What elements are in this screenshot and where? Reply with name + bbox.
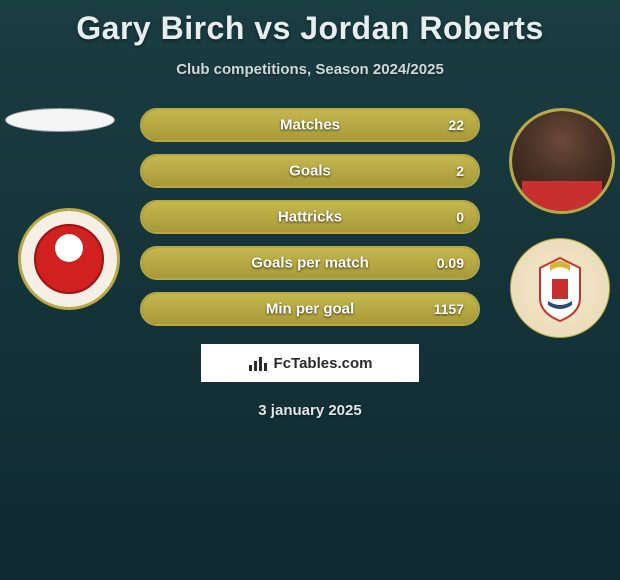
bar-label: Goals per match bbox=[251, 255, 369, 272]
bar-value-right: 1157 bbox=[434, 301, 464, 317]
crest-left-emblem bbox=[34, 224, 104, 294]
stat-bar: Hattricks 0 bbox=[140, 200, 480, 234]
player-right-photo bbox=[512, 111, 612, 211]
player-left-avatar bbox=[5, 108, 115, 132]
stat-bars: Matches 22 Goals 2 Hattricks 0 Goals per match… bbox=[140, 108, 480, 326]
stat-bar: Matches 22 bbox=[140, 108, 480, 142]
bar-value-right: 0 bbox=[456, 209, 464, 225]
bar-label: Hattricks bbox=[278, 209, 342, 226]
bars-chart-icon bbox=[248, 355, 268, 371]
bar-label: Min per goal bbox=[266, 301, 354, 318]
bar-value-right: 2 bbox=[456, 163, 464, 179]
bar-label: Matches bbox=[280, 117, 340, 134]
brand-badge: FcTables.com bbox=[201, 344, 419, 382]
subtitle: Club competitions, Season 2024/2025 bbox=[0, 61, 620, 78]
comparison-area: Matches 22 Goals 2 Hattricks 0 Goals per match… bbox=[0, 108, 620, 326]
stat-bar: Goals per match 0.09 bbox=[140, 246, 480, 280]
stat-bar: Min per goal 1157 bbox=[140, 292, 480, 326]
date-label: 3 january 2025 bbox=[0, 402, 620, 419]
stat-bar: Goals 2 bbox=[140, 154, 480, 188]
bar-label: Goals bbox=[289, 163, 331, 180]
page-title: Gary Birch vs Jordan Roberts bbox=[0, 0, 620, 47]
player-right-crest bbox=[510, 238, 610, 338]
player-left-crest bbox=[18, 208, 120, 310]
player-right-avatar bbox=[509, 108, 615, 214]
crest-right-emblem bbox=[530, 253, 590, 323]
bar-value-right: 0.09 bbox=[437, 255, 464, 271]
brand-text: FcTables.com bbox=[274, 355, 373, 372]
bar-value-right: 22 bbox=[448, 117, 464, 133]
